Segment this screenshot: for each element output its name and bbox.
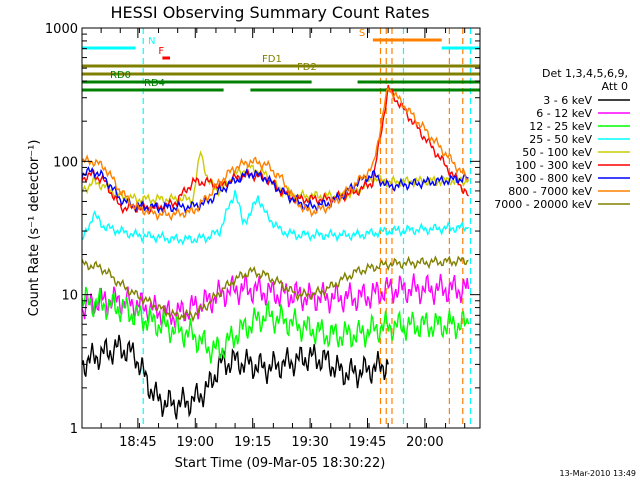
flag-label-fd2: FD2 [297,62,317,73]
legend-header-line-1: Det 1,3,4,5,6,9, [542,67,628,80]
legend-label-300-800-kev: 300 - 800 keV [515,172,592,185]
legend-label-12-25-kev: 12 - 25 keV [529,120,592,133]
series-line-12-25-kev [81,286,470,364]
y-tick-label-1000: 1000 [45,22,78,37]
series-line-7000-20000-kev [81,255,469,323]
flag-label-s: S [359,28,365,39]
series-line-25-50-kev [81,189,469,246]
series-line-800-7000-kev [81,87,469,222]
y-tick-label-10: 10 [61,289,78,304]
x-tick-label-19-30: 19:30 [291,435,328,450]
legend-label-800-7000-kev: 800 - 7000 keV [508,185,592,198]
x-tick-label-19-15: 19:15 [234,435,271,450]
series-line-6-12-kev [81,273,470,329]
series-line-3-6-kev [81,334,389,420]
flag-label-fd1: FD1 [262,54,282,65]
y-axis-label: Count Rate (s⁻¹ detector⁻¹) [27,140,42,317]
x-tick-label-18-45: 18:45 [119,435,156,450]
plot-area: NF S FD1 FD2 RD0 RD4 [81,28,480,428]
timestamp: 13-Mar-2010 13:49 [560,469,637,478]
x-axis-label: Start Time (09-Mar-05 18:30:22) [175,456,386,471]
series-line-300-800-kev [81,166,469,214]
x-tick-label-19-45: 19:45 [349,435,386,450]
flag-label-rd4: RD4 [144,78,165,89]
x-tick-label-19-00: 19:00 [177,435,214,450]
chart-title: HESSI Observing Summary Count Rates [110,3,429,22]
legend-label-6-12-kev: 6 - 12 keV [536,107,592,120]
plot-frame [81,27,481,429]
legend-header-line-2: Att 0 [602,80,628,93]
legend-label-7000-20000-kev: 7000 - 20000 keV [494,198,592,211]
legend-label-3-6-kev: 3 - 6 keV [543,94,592,107]
flag-label-f: F [158,46,164,57]
legend-label-100-300-kev: 100 - 300 keV [515,159,592,172]
legend-label-50-100-kev: 50 - 100 keV [522,146,592,159]
y-tick-label-100: 100 [53,155,78,170]
flag-label-rd0: RD0 [110,70,131,81]
flag-label-n: N [148,36,155,47]
x-tick-label-20-00: 20:00 [406,435,443,450]
axis-ticks: 1 10 100 1000 18:45 19:00 19:15 19:30 19:45 20:00 [45,22,480,450]
legend-label-25-50-kev: 25 - 50 keV [529,133,592,146]
y-tick-label-1: 1 [70,422,78,437]
